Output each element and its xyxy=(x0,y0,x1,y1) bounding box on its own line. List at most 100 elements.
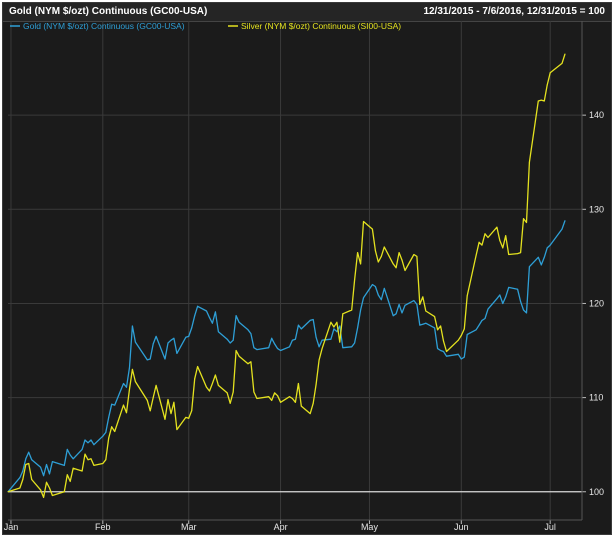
data-point xyxy=(297,324,299,326)
data-point xyxy=(164,418,166,420)
data-point xyxy=(253,391,255,393)
data-point xyxy=(43,496,45,498)
data-point xyxy=(437,348,439,350)
data-point xyxy=(508,286,510,288)
data-point xyxy=(537,100,539,102)
x-tick-label: Apr xyxy=(274,522,288,532)
data-point xyxy=(496,226,498,228)
data-point xyxy=(134,381,136,383)
data-point xyxy=(170,339,172,341)
data-point xyxy=(247,363,249,365)
data-point xyxy=(173,337,175,339)
data-point xyxy=(90,458,92,460)
data-point xyxy=(19,487,21,489)
x-tick-label: Mar xyxy=(181,522,197,532)
data-point xyxy=(517,288,519,290)
data-point xyxy=(520,252,522,254)
data-point xyxy=(43,475,45,477)
data-point xyxy=(146,399,148,401)
data-point xyxy=(457,353,459,355)
y-tick-label: 110 xyxy=(589,393,603,403)
data-point xyxy=(232,391,234,393)
data-point xyxy=(232,339,234,341)
data-point xyxy=(126,386,127,388)
data-point xyxy=(51,495,53,496)
data-point xyxy=(357,252,359,254)
data-point xyxy=(152,397,154,399)
y-tick-label: 100 xyxy=(589,487,604,497)
data-point xyxy=(377,294,379,296)
data-point xyxy=(176,429,178,431)
legend-label: Gold (NYM $/ozt) Continuous (GC00-USA) xyxy=(23,21,185,31)
data-point xyxy=(333,326,335,328)
data-point xyxy=(149,358,151,360)
data-point xyxy=(395,267,397,269)
data-point xyxy=(354,279,356,281)
data-point xyxy=(508,254,510,255)
data-point xyxy=(149,410,151,412)
data-point xyxy=(466,295,468,297)
data-point xyxy=(398,303,400,305)
data-point xyxy=(537,256,539,258)
series-layer xyxy=(7,53,566,499)
data-point xyxy=(543,256,545,258)
data-point xyxy=(434,327,436,329)
data-point xyxy=(274,392,276,394)
data-point xyxy=(297,383,299,384)
data-point xyxy=(289,396,290,398)
data-point xyxy=(214,374,216,376)
data-point xyxy=(354,342,356,344)
data-point xyxy=(463,356,465,358)
data-point xyxy=(105,459,107,461)
data-point xyxy=(374,250,376,252)
data-point xyxy=(291,398,293,399)
data-point xyxy=(401,259,403,261)
data-point xyxy=(209,317,210,319)
data-point xyxy=(395,313,397,315)
data-point xyxy=(561,228,563,230)
data-point xyxy=(235,315,237,317)
data-point xyxy=(360,263,362,265)
legend-label: Silver (NYM $/ozt) Continuous (SI00-USA) xyxy=(241,21,401,31)
data-point xyxy=(499,239,501,241)
data-point xyxy=(211,383,213,384)
data-point xyxy=(185,336,187,338)
data-point xyxy=(425,310,427,312)
data-point xyxy=(371,284,373,286)
data-point xyxy=(209,390,210,392)
data-point xyxy=(131,368,133,370)
data-point xyxy=(235,350,237,351)
data-point xyxy=(155,384,157,386)
data-point xyxy=(443,351,444,352)
data-point xyxy=(330,338,332,340)
y-tick-label: 120 xyxy=(589,298,604,308)
data-point xyxy=(173,401,175,403)
data-point xyxy=(487,237,489,238)
data-point xyxy=(339,325,341,327)
data-point xyxy=(66,474,68,476)
data-point xyxy=(457,339,459,341)
date-range-label: 12/31/2015 - 7/6/2016, 12/31/2015 = 100 xyxy=(423,6,605,17)
data-point xyxy=(371,228,373,230)
data-point xyxy=(425,322,427,324)
data-point xyxy=(256,398,258,399)
x-tick-label: Jul xyxy=(544,522,556,532)
data-point xyxy=(81,470,83,472)
data-point xyxy=(123,383,124,384)
data-point xyxy=(40,466,42,468)
data-point xyxy=(434,316,436,318)
data-point xyxy=(111,403,113,405)
chart-title: Gold (NYM $/ozt) Continuous (GC00-USA) xyxy=(9,6,208,17)
data-point xyxy=(217,331,219,333)
data-point xyxy=(176,352,178,354)
data-point xyxy=(129,367,130,368)
data-point xyxy=(7,491,9,493)
data-point xyxy=(250,333,252,335)
data-point xyxy=(250,361,252,363)
data-point xyxy=(238,355,240,357)
data-point xyxy=(87,442,89,444)
data-point xyxy=(404,270,406,271)
data-point xyxy=(466,334,468,335)
data-point xyxy=(413,254,415,255)
